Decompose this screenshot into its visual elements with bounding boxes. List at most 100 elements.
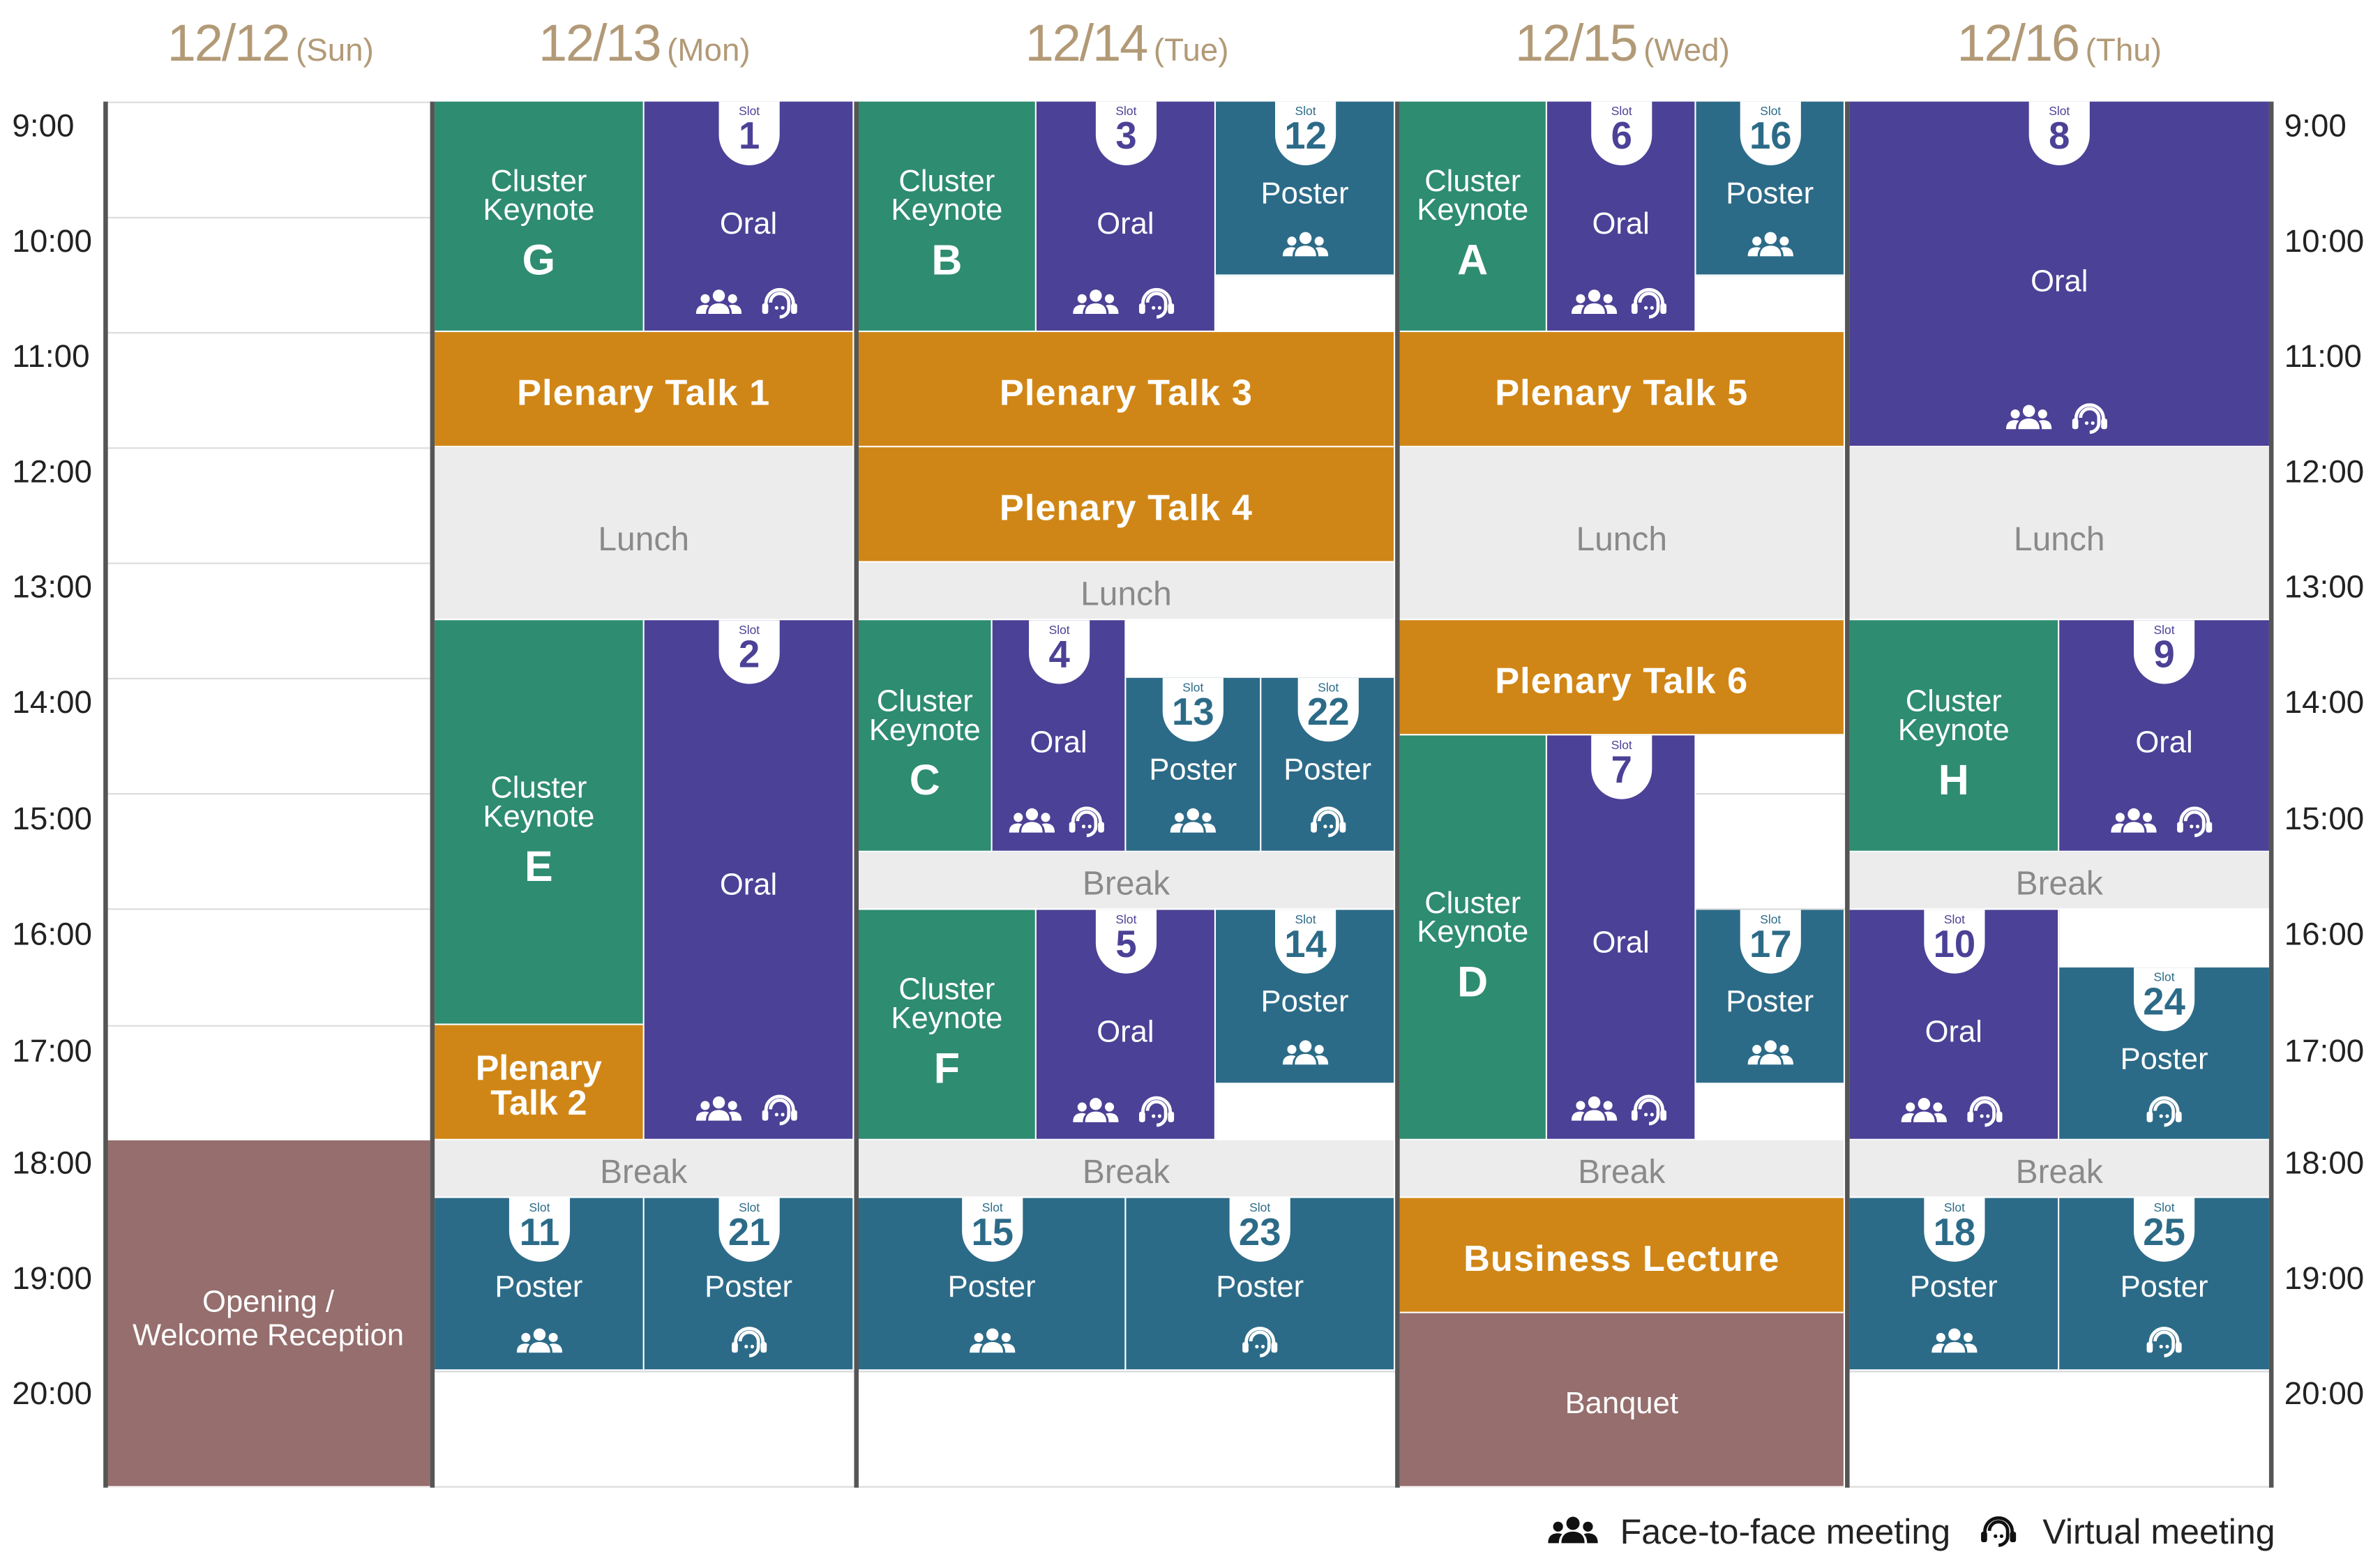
oral-slot-1-block[interactable]: Slot 1 Oral [644, 101, 854, 333]
people-icon [1900, 1098, 1946, 1122]
slot-number: 25 [2143, 1212, 2185, 1254]
cluster-keynote-d-block[interactable]: Cluster Keynote D [1399, 735, 1548, 1140]
grid-line [106, 1486, 2271, 1488]
oral-slot-4-block[interactable]: Slot 4 Oral [992, 620, 1127, 852]
time-label: 12:00 [12, 455, 92, 490]
plenary-talk-5-block[interactable]: Plenary Talk 5 [1399, 332, 1846, 448]
legend-label: Virtual meeting [2042, 1511, 2275, 1551]
session-type: Poster [1909, 1270, 1998, 1304]
slot-tab: Slot 24 [2134, 967, 2195, 1032]
slot-tab: Slot 18 [1924, 1198, 1985, 1262]
plenary-talk-1-block[interactable]: Plenary Talk 1 [435, 332, 854, 448]
grid-line [106, 1371, 2271, 1373]
day-header-thu: 12/16 (Thu) [1850, 15, 2269, 82]
plenary-talk-4-block[interactable]: Plenary Talk 4 [859, 447, 1396, 563]
people-icon [695, 1096, 741, 1121]
legend-virtual: Virtual meeting [1975, 1509, 2275, 1554]
slot-tab: Slot 13 [1162, 677, 1223, 742]
break-block: Break [859, 1140, 1396, 1198]
block-label: Break [1082, 864, 1170, 903]
oral-slot-9-block[interactable]: Slot 9 Oral [2059, 620, 2271, 852]
slot-number: 9 [2153, 633, 2175, 677]
poster-slot-17-block[interactable]: Slot 17 Poster [1696, 910, 1846, 1085]
slot-label: Slot [529, 1200, 550, 1215]
oral-slot-3-block[interactable]: Slot 3 Oral [1036, 101, 1217, 333]
time-label: 9:00 [12, 109, 75, 144]
break-block: Break [1849, 852, 2271, 910]
plenary-talk-6-block[interactable]: Plenary Talk 6 [1399, 620, 1846, 736]
poster-slot-18-block[interactable]: Slot 18 Poster [1849, 1198, 2060, 1371]
plenary-talk-3-block[interactable]: Plenary Talk 3 [859, 332, 1396, 448]
meeting-icons [1126, 1325, 1393, 1359]
slot-tab: Slot 6 [1591, 101, 1652, 165]
cluster-keynote-e-block[interactable]: Cluster Keynote E [435, 620, 645, 1025]
opening-welcome-reception-block[interactable]: Opening / Welcome Reception [106, 1140, 432, 1488]
label-line: Cluster [876, 685, 973, 719]
headset-icon [1138, 1096, 1174, 1127]
headset-icon [761, 287, 797, 319]
time-label: 16:00 [12, 917, 92, 953]
block-label: Cluster Keynote [859, 685, 991, 746]
slot-number: 6 [1611, 115, 1632, 158]
slot-tab: Slot 25 [2134, 1198, 2195, 1262]
poster-slot-14-block[interactable]: Slot 14 Poster [1216, 910, 1396, 1085]
cluster-keynote-a-block[interactable]: Cluster Keynote A [1399, 101, 1548, 333]
slot-tab: Slot 14 [1275, 910, 1336, 974]
slot-tab: Slot 8 [2028, 101, 2090, 165]
oral-slot-8-block[interactable]: Slot 8 Oral [1849, 101, 2271, 448]
slot-tab: Slot 3 [1095, 101, 1157, 165]
poster-slot-22-block[interactable]: Slot 22 Poster [1261, 677, 1396, 852]
meeting-icons [435, 1325, 642, 1359]
banquet-block[interactable]: Banquet [1399, 1313, 1846, 1488]
headset-icon [1966, 1096, 2002, 1127]
poster-slot-24-block[interactable]: Slot 24 Poster [2059, 967, 2271, 1140]
cluster-keynote-g-block[interactable]: Cluster Keynote G [435, 101, 645, 333]
cluster-keynote-c-block[interactable]: Cluster Keynote C [859, 620, 993, 852]
slot-number: 4 [1048, 633, 1070, 677]
slot-label: Slot [1048, 623, 1070, 638]
slot-label: Slot [1295, 912, 1316, 927]
time-label: 14:00 [12, 685, 92, 721]
oral-slot-10-block[interactable]: Slot 10 Oral [1849, 910, 2060, 1140]
people-icon [1548, 1516, 1598, 1544]
poster-slot-25-block[interactable]: Slot 25 Poster [2059, 1198, 2271, 1371]
slot-label: Slot [739, 623, 760, 638]
people-icon [695, 289, 741, 315]
poster-slot-23-block[interactable]: Slot 23 Poster [1126, 1198, 1396, 1371]
poster-slot-12-block[interactable]: Slot 12 Poster [1216, 101, 1396, 276]
poster-slot-21-block[interactable]: Slot 21 Poster [644, 1198, 854, 1371]
cluster-keynote-f-block[interactable]: Cluster Keynote F [859, 910, 1037, 1140]
session-type: Oral [2135, 726, 2193, 760]
poster-slot-13-block[interactable]: Slot 13 Poster [1126, 677, 1262, 852]
meeting-icons [1696, 1037, 1844, 1071]
slot-tab: Slot 10 [1924, 910, 1985, 974]
poster-slot-11-block[interactable]: Slot 11 Poster [435, 1198, 645, 1371]
slot-tab: Slot 5 [1095, 910, 1157, 974]
meeting-icons [993, 805, 1125, 838]
time-label: 13:00 [12, 570, 92, 605]
break-block: Break [859, 852, 1396, 910]
oral-slot-6-block[interactable]: Slot 6 Oral [1547, 101, 1696, 333]
label-line: Keynote [1417, 916, 1529, 949]
session-type: Poster [1726, 177, 1814, 211]
day-separator [1395, 101, 1400, 1488]
oral-slot-2-block[interactable]: Slot 2 Oral [644, 620, 854, 1140]
poster-slot-16-block[interactable]: Slot 16 Poster [1696, 101, 1846, 276]
poster-slot-15-block[interactable]: Slot 15 Poster [859, 1198, 1127, 1371]
slot-label: Slot [1318, 681, 1339, 695]
plenary-talk-2-block[interactable]: Plenary Talk 2 [435, 1025, 645, 1140]
headset-icon [1981, 1516, 2017, 1547]
session-type: Oral [719, 868, 778, 903]
cluster-keynote-h-block[interactable]: Cluster Keynote H [1849, 620, 2060, 852]
slot-tab: Slot 15 [962, 1198, 1023, 1262]
cluster-keynote-b-block[interactable]: Cluster Keynote B [859, 101, 1037, 333]
oral-slot-7-block[interactable]: Slot 7 Oral [1547, 735, 1696, 1140]
meeting-icons [645, 287, 852, 320]
oral-slot-5-block[interactable]: Slot 5 Oral [1036, 910, 1217, 1140]
session-type: Oral [1097, 1016, 1154, 1050]
meeting-icons [2059, 1325, 2269, 1359]
business-lecture-block[interactable]: Business Lecture [1399, 1198, 1846, 1313]
meeting-icons [1850, 1095, 2058, 1129]
meeting-icons [859, 1325, 1124, 1359]
